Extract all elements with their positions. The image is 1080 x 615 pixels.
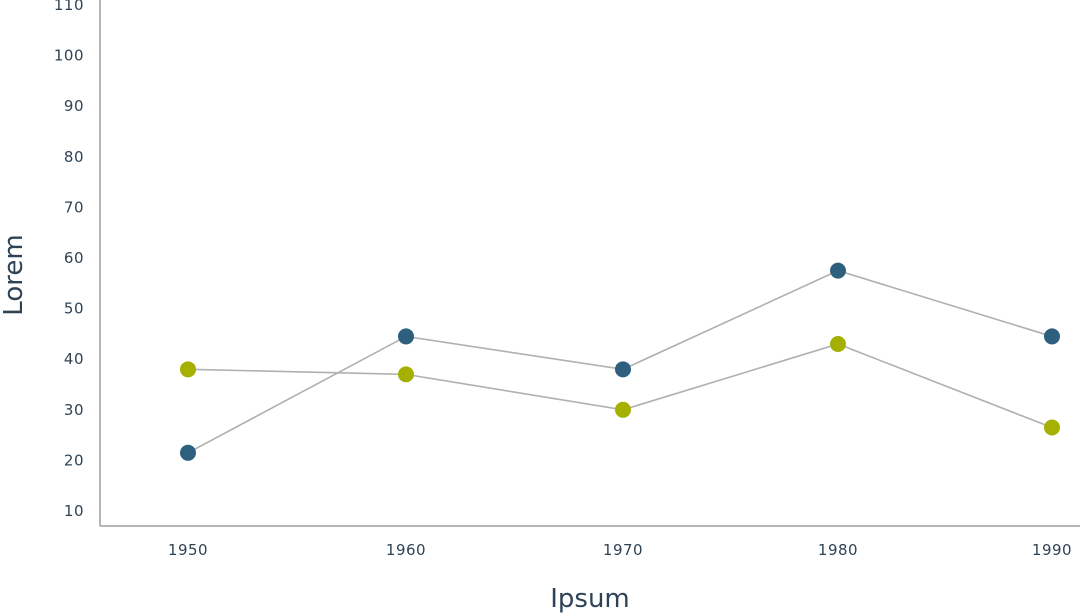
series-layer bbox=[180, 262, 1060, 461]
data-point-series-1 bbox=[398, 328, 414, 345]
data-point-series-1 bbox=[1044, 328, 1060, 345]
x-tick-label: 1990 bbox=[1032, 541, 1072, 559]
y-tick-label: 30 bbox=[64, 401, 84, 419]
data-point-series-2 bbox=[180, 361, 196, 378]
x-tick-label: 1960 bbox=[386, 541, 426, 559]
y-tick-label: 110 bbox=[54, 0, 84, 14]
series-line-1 bbox=[187, 269, 1053, 454]
y-tick-label: 100 bbox=[54, 47, 84, 65]
data-point-series-2 bbox=[398, 366, 414, 383]
data-point-series-2 bbox=[615, 401, 631, 418]
y-tick-label: 40 bbox=[64, 350, 84, 368]
y-tick-label: 70 bbox=[64, 198, 84, 216]
y-tick-label: 10 bbox=[64, 502, 84, 520]
x-axis-title: Ipsum bbox=[550, 584, 630, 614]
y-axis-title: Lorem bbox=[0, 234, 29, 315]
data-point-series-1 bbox=[615, 361, 631, 378]
x-tick-label: 1970 bbox=[603, 541, 643, 559]
y-tick-label: 90 bbox=[64, 97, 84, 115]
x-axis-ticks: 1950 1960 1970 1980 1990 bbox=[168, 541, 1072, 559]
x-tick-label: 1950 bbox=[168, 541, 208, 559]
data-point-series-2 bbox=[1044, 419, 1060, 436]
x-tick-label: 1980 bbox=[818, 541, 858, 559]
data-point-series-1 bbox=[830, 262, 846, 279]
data-point-series-2 bbox=[830, 336, 846, 353]
y-axis-ticks: 10 20 30 40 50 60 70 80 90 100 110 bbox=[54, 0, 84, 520]
y-tick-label: 60 bbox=[64, 249, 84, 267]
y-tick-label: 20 bbox=[64, 451, 84, 469]
y-tick-label: 80 bbox=[64, 148, 84, 166]
y-tick-label: 50 bbox=[64, 300, 84, 318]
data-point-series-1 bbox=[180, 444, 196, 461]
